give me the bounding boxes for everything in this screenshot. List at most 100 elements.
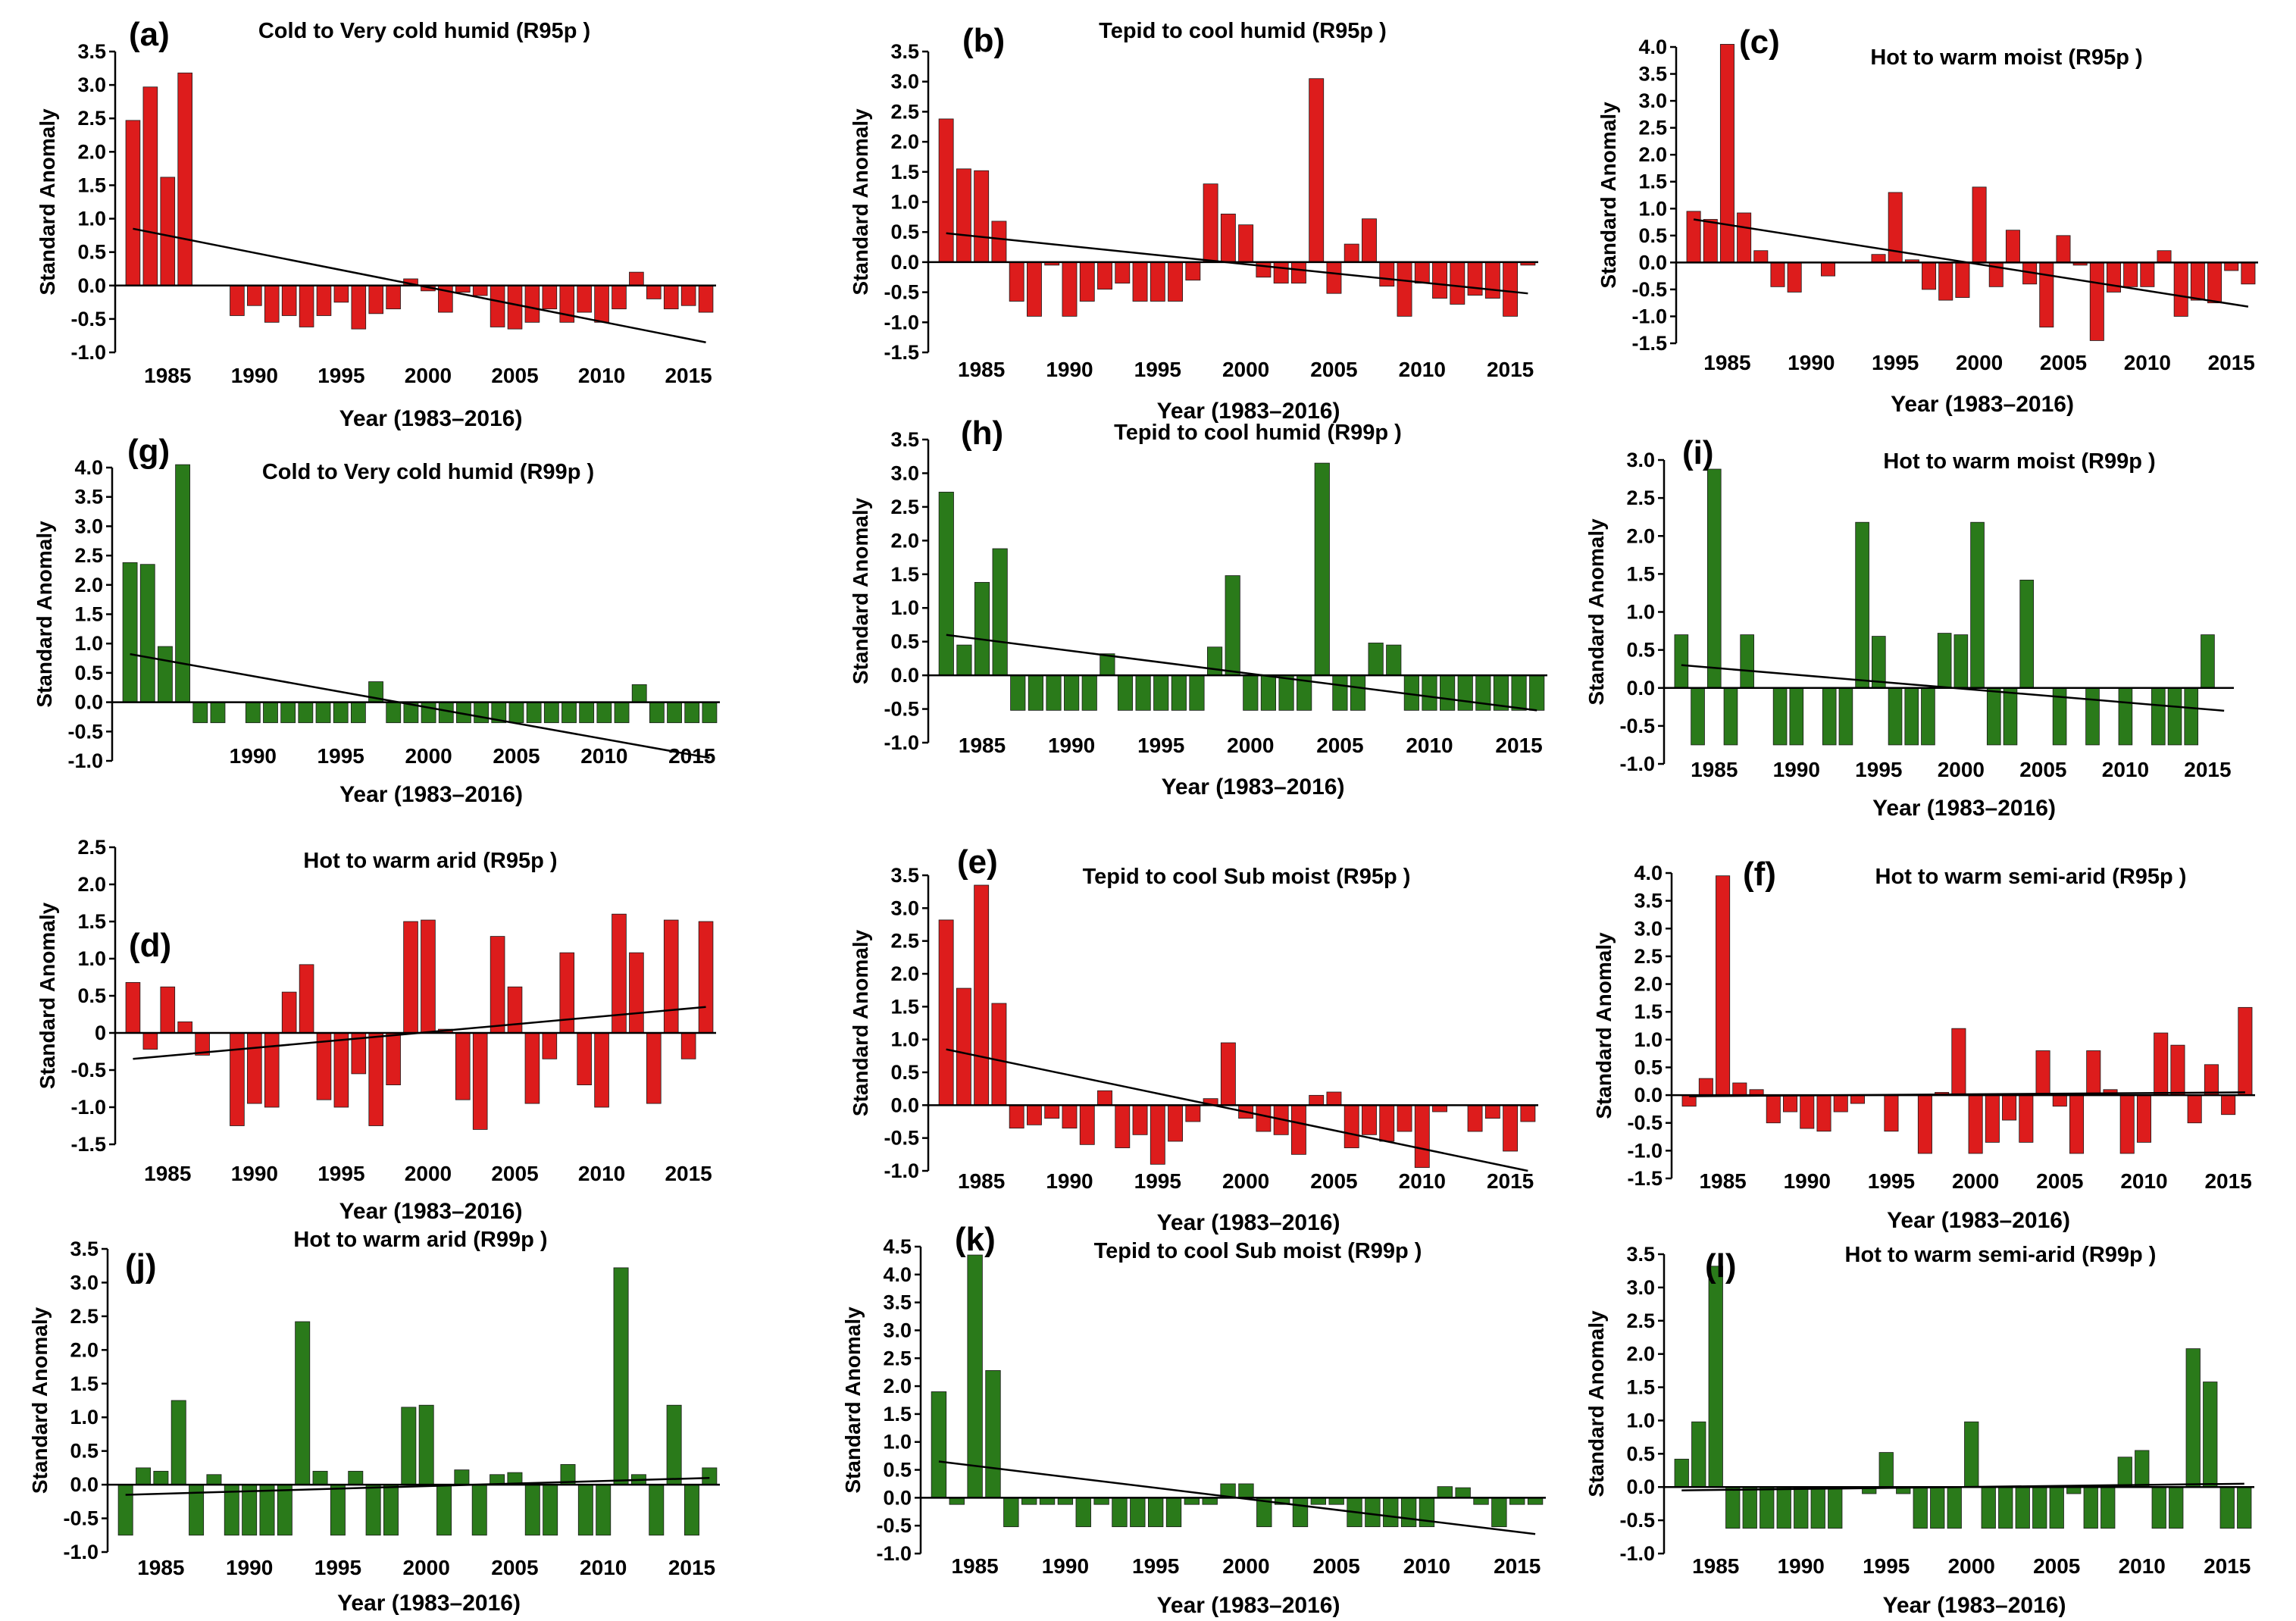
y-tick-label: 2.5 (77, 836, 106, 859)
bar-2001 (1981, 1486, 1996, 1529)
x-tick-label: 1990 (1778, 1554, 1825, 1578)
x-tick-label: 1985 (1691, 758, 1738, 781)
bar-1993 (1115, 1104, 1131, 1149)
bar-2007 (2083, 1486, 2098, 1529)
x-tick-label: 1990 (1788, 351, 1835, 374)
x-tick-label: 1995 (1855, 758, 1902, 781)
chart-title: Tepid to cool Sub moist (R95p ) (1083, 865, 1411, 889)
bar-1984 (139, 564, 155, 703)
bar-2000 (421, 919, 436, 1034)
bar-2006 (2069, 1094, 2085, 1154)
bar-2012 (1450, 261, 1465, 305)
bar-1985 (1719, 44, 1735, 263)
y-tick-label: 2.0 (1626, 1343, 1655, 1366)
bar-2006 (524, 1484, 540, 1536)
y-tick-label: 4.0 (74, 456, 103, 479)
y-axis-label: Standard Anomaly (849, 497, 872, 684)
chart-panel-i: 3.0 2.5 2.0 1.5 1.0 0.5 0.0 -0.5 -1.0 1985 1990 199… (1584, 434, 2234, 821)
y-tick-label: 4.0 (1638, 36, 1667, 58)
x-tick-label: 2010 (1399, 358, 1446, 381)
bar-2001 (1985, 1094, 2000, 1143)
bar-1997 (1185, 1104, 1201, 1122)
bar-1999 (1951, 1028, 1966, 1096)
x-tick-label: 2000 (1222, 1554, 1269, 1578)
bar-2015 (2221, 1094, 2236, 1116)
y-tick-label: 3.0 (883, 1319, 912, 1341)
bar-1996 (1888, 687, 1903, 746)
bar-2012 (1455, 1487, 1471, 1498)
y-tick-label: -0.5 (876, 1514, 912, 1537)
bar-1986 (1732, 1082, 1747, 1096)
y-tick-label: 0.0 (890, 664, 919, 687)
chart-panel-c: 4.0 3.5 3.0 2.5 2.0 1.5 1.0 0.5 0.0 -0.5 -1.0 -1.5 1… (1597, 23, 2258, 417)
x-tick-label: 1985 (958, 1169, 1005, 1193)
bar-1991 (263, 702, 278, 724)
bar-2007 (1365, 1497, 1381, 1528)
x-tick-label: 2005 (1310, 358, 1357, 381)
x-tick-label: 2010 (2120, 1169, 2167, 1193)
x-tick-label: 1995 (314, 1556, 361, 1579)
x-tick-label: 1985 (1699, 1169, 1746, 1193)
bar-1988 (210, 702, 226, 724)
bar-1988 (1027, 261, 1042, 317)
bar-2008 (1383, 1497, 1399, 1528)
bar-1990 (245, 702, 261, 724)
y-tick-label: -1.0 (70, 341, 106, 364)
y-tick-label: 0.0 (77, 274, 106, 297)
bar-2012 (629, 952, 644, 1034)
x-tick-label: 2015 (665, 364, 712, 387)
y-tick-label: -0.5 (1631, 278, 1667, 301)
x-axis-label: Year (1983–2016) (1887, 1208, 2070, 1233)
bar-2007 (2089, 261, 2104, 341)
bar-2016 (1520, 1104, 1536, 1122)
y-tick-label: -1.5 (70, 1133, 106, 1156)
y-tick-label: 3.5 (890, 40, 919, 63)
bar-1989 (1039, 1497, 1056, 1505)
x-tick-label: 2000 (1227, 734, 1274, 757)
bar-2004 (490, 285, 505, 327)
y-tick-label: -0.5 (70, 308, 106, 330)
y-tick-label: 1.0 (1638, 197, 1667, 220)
bar-2003 (2019, 1094, 2034, 1143)
y-tick-label: 3.5 (883, 1291, 912, 1314)
bar-2009 (1400, 1497, 1417, 1528)
bar-2009 (577, 1032, 592, 1085)
bar-1994 (1855, 521, 1869, 689)
y-tick-label: 0.5 (1634, 1056, 1663, 1078)
x-tick-label: 1995 (1134, 1169, 1181, 1193)
bar-1994 (312, 1470, 328, 1485)
y-tick-label: 0.5 (77, 984, 106, 1007)
bar-1992 (1097, 1090, 1112, 1106)
bar-1991 (1821, 261, 1835, 277)
bar-2011 (2154, 1032, 2169, 1096)
y-tick-label: 2.0 (77, 140, 106, 163)
bar-1990 (1800, 1094, 1815, 1129)
bar-2015 (684, 702, 700, 724)
bar-1983 (938, 491, 954, 676)
bar-1992 (281, 285, 297, 316)
x-tick-label: 1995 (317, 744, 364, 768)
x-tick-label: 2005 (1316, 734, 1363, 757)
bar-1995 (333, 285, 349, 303)
bar-1986 (991, 221, 1007, 263)
bar-1998 (383, 1484, 399, 1536)
bar-2013 (649, 1484, 665, 1536)
bar-2013 (2167, 687, 2182, 746)
bar-2001 (1970, 521, 1985, 689)
y-tick-label: -0.5 (1619, 1509, 1655, 1532)
bar-2016 (698, 285, 714, 313)
bar-1990 (1064, 674, 1080, 711)
bar-2003 (2015, 1486, 2030, 1529)
bar-1995 (1884, 1094, 1899, 1132)
x-tick-label: 2000 (405, 364, 452, 387)
bar-2011 (612, 285, 627, 310)
y-axis-label: Standard Anomaly (1584, 518, 1608, 706)
bar-1989 (1787, 261, 1802, 293)
panel-letter: (a) (129, 16, 170, 53)
bar-2015 (680, 1032, 696, 1059)
bar-1998 (1206, 646, 1223, 676)
bar-2012 (2173, 261, 2188, 317)
y-tick-label: 2.5 (74, 544, 103, 567)
bar-2005 (507, 285, 523, 330)
